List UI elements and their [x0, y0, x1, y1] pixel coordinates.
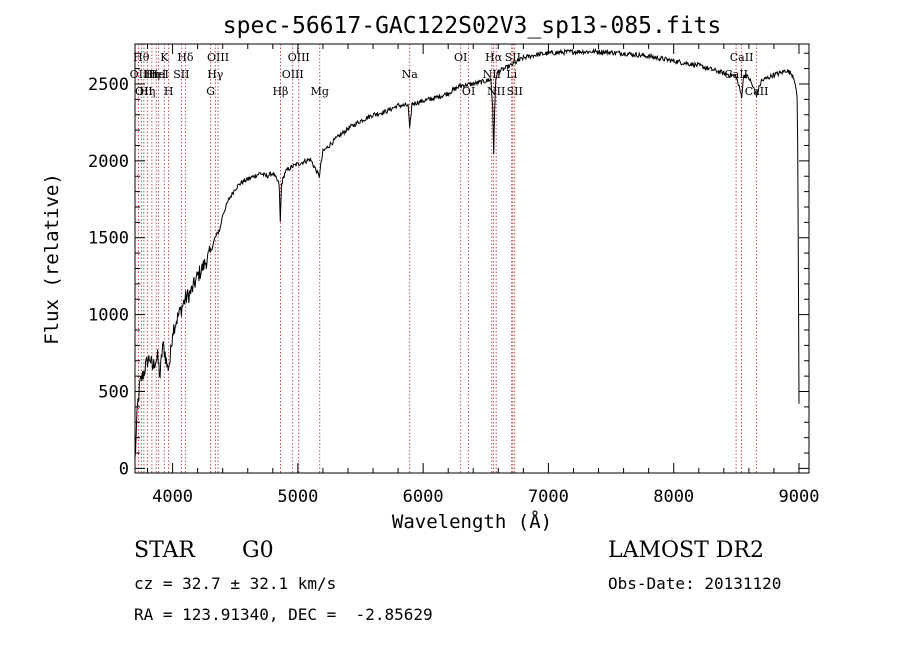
- line-label-28: CaII: [730, 51, 754, 64]
- coordinates: RA = 123.91340, DEC = -2.85629: [134, 605, 433, 624]
- emission-line-markers: OIIHθOIIHηHηHeIHeIKHSIIHδGHγOIIIHβOIIIOI…: [130, 44, 769, 473]
- line-label-17: Mg: [311, 85, 329, 98]
- line-label-18: Na: [402, 68, 419, 81]
- line-label-15: OIII: [282, 68, 304, 81]
- line-label-20: OI: [462, 85, 475, 98]
- y-tick-label-4: 2000: [88, 152, 129, 172]
- obs-date: Obs-Date: 20131120: [608, 574, 782, 593]
- line-label-21: NII: [483, 68, 501, 81]
- spectrum-line-0: [134, 47, 800, 459]
- y-tick-label-2: 1000: [88, 306, 129, 326]
- line-label-16: OIII: [288, 51, 310, 64]
- line-label-22: Hα: [485, 51, 503, 64]
- plot-frame: [134, 43, 810, 474]
- line-label-8: H: [164, 85, 174, 98]
- x-tick-label-0: 4000: [152, 487, 193, 507]
- line-label-0: OII: [130, 68, 148, 81]
- line-label-19: OI: [454, 51, 467, 64]
- line-label-6: HeI: [148, 68, 168, 81]
- x-tick-label-4: 8000: [653, 487, 694, 507]
- y-tick-label-1: 500: [98, 383, 129, 403]
- line-label-13: OIII: [207, 51, 229, 64]
- y-axis-label: Flux (relative): [41, 173, 63, 345]
- line-label-7: K: [160, 51, 169, 64]
- x-tick-label-3: 7000: [528, 487, 569, 507]
- y-tick-label-5: 2500: [88, 75, 129, 95]
- line-label-12: Hγ: [207, 68, 224, 81]
- y-axis-ticks: 0 500 1000 1500 2000 2500: [88, 52, 809, 479]
- object-subclass: G0: [242, 538, 274, 563]
- line-label-29: CaII: [745, 85, 769, 98]
- line-label-23: NII: [487, 85, 505, 98]
- line-label-1: Hθ: [133, 51, 150, 64]
- chart-title: spec-56617-GAC122S02V3_sp13-085.fits: [223, 13, 722, 39]
- line-label-9: SII: [173, 68, 189, 81]
- spectrum-series: [134, 47, 800, 459]
- y-tick-label-0: 0: [119, 459, 129, 479]
- x-axis-label: Wavelength (Å): [392, 510, 552, 533]
- line-label-14: Hβ: [272, 85, 288, 98]
- line-label-4: Hη: [144, 68, 160, 81]
- line-label-24: Li: [506, 68, 517, 81]
- y-tick-label-3: 1500: [88, 229, 129, 249]
- line-label-10: Hδ: [177, 51, 194, 64]
- x-tick-label-5: 9000: [779, 487, 820, 507]
- line-label-27: CaII: [724, 68, 748, 81]
- line-label-11: G: [206, 85, 215, 98]
- x-tick-label-1: 5000: [277, 487, 318, 507]
- object-class: STAR: [134, 538, 195, 563]
- line-label-3: Hη: [139, 85, 155, 98]
- x-axis-ticks: 4000 5000 6000 7000 8000 9000: [147, 44, 820, 507]
- line-label-5: HeI: [146, 68, 166, 81]
- redshift-info: cz = 32.7 ± 32.1 km/s: [134, 574, 337, 593]
- x-tick-label-2: 6000: [403, 487, 444, 507]
- line-label-26: SII: [507, 85, 523, 98]
- line-label-2: OII: [135, 85, 153, 98]
- survey-name: LAMOST DR2: [608, 538, 764, 563]
